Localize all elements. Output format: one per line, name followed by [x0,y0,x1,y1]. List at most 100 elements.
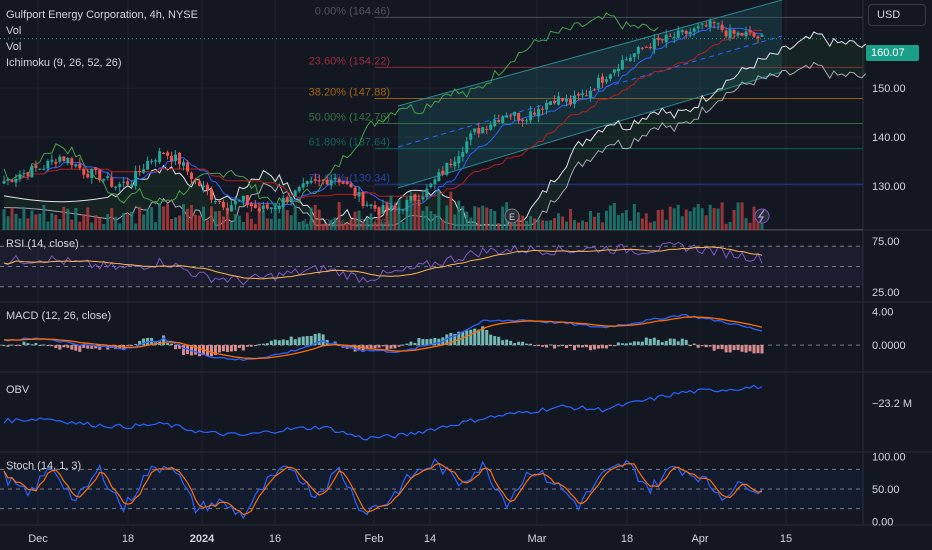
candle-body [417,199,421,201]
volume-bar [6,216,10,230]
macd-histogram-bar [712,345,716,351]
candle-body [509,115,513,117]
volume-bar [66,208,70,230]
macd-histogram-bar [178,345,182,349]
currency-selector-button[interactable]: USD [868,4,926,26]
volume-bar [489,208,493,230]
macd-histogram-bar [437,338,441,346]
candle-body [580,93,584,95]
macd-histogram-bar [628,342,632,346]
volume-bar [692,207,696,230]
volume-bar [608,205,612,230]
candle-body [648,46,652,49]
candle-body [22,172,26,174]
macd-histogram-bar [449,332,453,346]
macd-histogram-bar [656,339,660,346]
macd-histogram-bar [353,345,357,352]
volume-bar [301,221,305,230]
macd-histogram-bar [209,345,213,357]
fib-level-label: 50.00% (142.76) [309,112,390,124]
candle-body [561,97,565,101]
candle-body [668,35,672,37]
macd-histogram-bar [413,342,417,346]
volume-bar [10,207,14,230]
candle-body [361,191,365,206]
volume-bar [413,193,417,230]
macd-axis-label: 4.00 [872,306,893,318]
volume-bar [716,208,720,230]
volume-bar [481,205,485,230]
candle-body [676,30,680,38]
volume-bar [668,206,672,230]
candle-body [142,169,146,173]
volume-bar [241,222,245,230]
macd-histogram-bar [732,345,736,351]
macd-histogram-bar [489,334,493,346]
volume-bar [724,223,728,230]
candle-body [186,162,190,172]
volume-bar [261,210,265,230]
volume-bar [756,217,760,230]
fib-level-label: 78.60% (130.34) [309,172,390,184]
x-tick-label: 18 [621,533,633,545]
macd-histogram-bar [42,344,46,346]
macd-histogram-bar [269,340,273,346]
candle-body [70,158,74,166]
volume-bar [62,206,66,230]
candle-body [576,93,580,96]
macd-histogram-bar [142,338,146,346]
candle-body [237,200,241,202]
macd-histogram-bar [6,345,10,347]
macd-histogram-bar [62,345,66,348]
macd-histogram-bar [648,338,652,346]
candle-body [301,183,305,188]
candle-body [349,183,353,188]
macd-histogram-bar [409,341,413,346]
volume-bar [748,222,752,230]
macd-histogram-bar [616,342,620,346]
dividend-icon [754,208,770,224]
volume-bar [497,223,501,230]
volume-bar [537,218,541,230]
volume-bar [720,202,724,230]
candle-body [425,188,429,198]
macd-histogram-bar [664,340,668,346]
macd-histogram-bar [277,340,281,346]
macd-histogram-bar [584,345,588,348]
candle-body [373,205,377,209]
volume-bar [373,221,377,230]
candle-body [441,170,445,175]
macd-histogram-bar [760,345,764,354]
macd-histogram-bar [572,345,576,351]
volume-bar [397,199,401,230]
fib-level-label: 23.60% (154.22) [309,55,390,67]
volume-bar [22,206,26,230]
candle-body [477,127,481,134]
macd-histogram-bar [592,345,596,350]
stoch-axis-label: 50.00 [872,484,900,496]
macd-histogram-bar [401,344,405,346]
volume-bar [453,214,457,230]
candle-body [58,156,62,162]
candle-body [289,198,293,202]
ichimoku-span-a [3,31,867,226]
macd-histogram-bar [720,345,724,350]
macd-histogram-bar [457,331,461,346]
volume-bar [744,218,748,230]
volume-bar [114,216,118,230]
macd-histogram-bar [297,337,301,346]
volume-bar [333,217,337,230]
earnings-marker: E [504,208,520,224]
volume-bar [385,201,389,230]
macd-histogram-bar [497,336,501,346]
candle-body [664,34,668,43]
macd-histogram-bar [217,345,221,353]
volume-bar [225,210,229,230]
candle-body [98,169,102,181]
candle-body [537,108,541,117]
stoch-axis-label: 100.00 [872,451,906,463]
volume-bar [381,223,385,230]
volume-bar [209,206,213,230]
